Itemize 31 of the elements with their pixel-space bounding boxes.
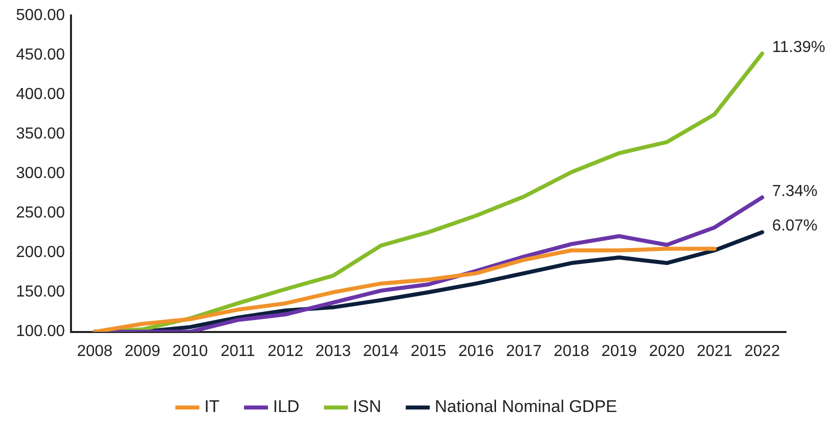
y-tick-label: 150.00 [16,284,66,301]
x-tick-label: 2008 [76,342,113,360]
y-tick-label: 250.00 [16,204,66,222]
y-tick-label: 100.00 [16,323,66,340]
x-tick-label: 2010 [172,342,208,360]
x-tick-label: 2018 [554,342,590,360]
annotation: 11.39% [772,38,826,56]
x-tick-label: 2011 [220,342,256,360]
x-tick-label: 2022 [744,342,780,360]
x-tick-label: 2020 [649,342,685,360]
y-tick-label: 300.00 [16,165,66,182]
x-tick-label: 2019 [601,342,638,360]
x-tick-label: 2009 [124,342,160,360]
y-tick-label: 200.00 [16,244,66,262]
x-tick-label: 2021 [696,342,732,360]
annotation: 7.34% [772,182,818,200]
legend-label: ILD [272,397,300,416]
legend-label: National Nominal GDPE [434,397,618,416]
x-tick-label: 2013 [315,342,352,360]
y-tick-label: 350.00 [16,126,66,143]
x-tick-label: 2016 [458,342,494,360]
y-tick-label: 400.00 [16,86,66,104]
x-tick-label: 2015 [410,342,446,360]
x-tick-label: 2014 [363,342,399,360]
x-tick-label: 2012 [268,342,304,360]
annotation: 6.07% [772,218,818,235]
y-tick-label: 450.00 [16,46,66,64]
y-tick-label: 500.00 [16,7,66,24]
x-tick-label: 2017 [506,342,542,360]
legend-label: ISN [352,397,382,416]
legend-label: IT [204,397,220,416]
